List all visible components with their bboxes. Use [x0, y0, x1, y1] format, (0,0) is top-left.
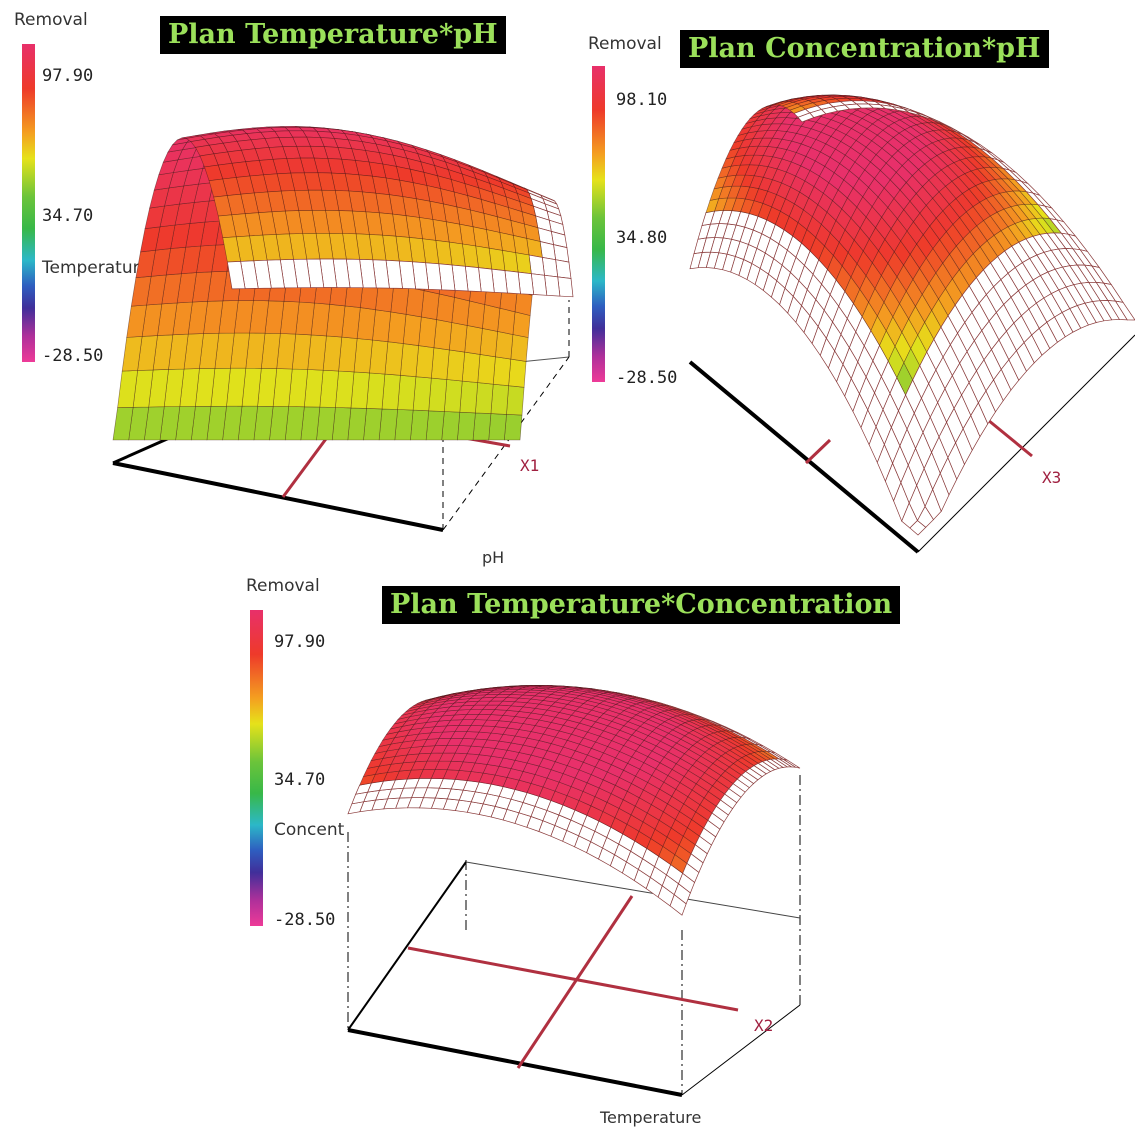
surface-cell	[226, 261, 246, 290]
surface-cell	[410, 409, 430, 441]
base-right-edge	[917, 334, 1135, 553]
base-crosshair-line	[407, 946, 739, 1012]
axis-tag-x2: X2	[754, 1016, 774, 1035]
surface-cell	[488, 413, 507, 441]
colorbar-caption: Removal	[246, 576, 320, 596]
surface-cell	[477, 354, 496, 385]
colorbar-caption: Removal	[14, 10, 88, 30]
surface-cell	[441, 411, 461, 441]
surface-mesh	[689, 94, 1135, 536]
surface-cell	[400, 343, 419, 378]
surface-cell	[510, 334, 529, 362]
surface-cell	[446, 349, 466, 382]
base-right-edge	[442, 356, 570, 531]
colorbar-tick-max: 98.10	[616, 90, 668, 110]
colorbar	[22, 44, 35, 362]
surface-cell	[436, 293, 455, 323]
surface-cell	[457, 411, 476, 441]
colorbar	[250, 610, 263, 926]
surface-plot	[688, 94, 1135, 554]
surface-cell	[420, 290, 440, 320]
surface-cell	[1114, 300, 1135, 321]
axis-label-left: Temperature	[42, 258, 150, 278]
surface-cell	[475, 382, 494, 414]
surface-cell	[402, 313, 422, 346]
surface-cell	[506, 385, 525, 416]
surface-cell	[428, 377, 448, 412]
colorbar-tick-min: -28.50	[274, 910, 336, 930]
base-left-edge	[347, 861, 467, 1031]
surface-cell	[459, 380, 479, 414]
surface-plot	[347, 684, 801, 1097]
surface-cell	[412, 376, 432, 412]
surface-cell	[555, 259, 572, 279]
surface-cell	[394, 409, 414, 441]
surface-cell	[472, 412, 492, 441]
surface-cell	[497, 307, 516, 335]
surface-cell	[466, 300, 486, 329]
surface-cell	[503, 414, 523, 441]
surface-cell	[512, 311, 531, 338]
surface-cell	[397, 374, 417, 411]
chart-temperature-ph: Removal 97.90 34.70 Temperature -28.50 P…	[0, 0, 580, 570]
colorbar	[592, 66, 605, 382]
base-front-edge	[112, 461, 444, 532]
colorbar-tick-max: 97.90	[42, 66, 94, 86]
chart-title: Plan Concentration*pH	[680, 30, 1049, 68]
surface-cell	[783, 759, 801, 769]
surface-mesh	[112, 126, 574, 441]
colorbar-tick-mid: 34.70	[274, 770, 326, 790]
surface-cell	[381, 373, 401, 410]
chart-temperature-concentration: Removal Plan Temperature*Concentration 9…	[230, 570, 910, 1128]
colorbar-tick-min: -28.50	[616, 368, 678, 388]
base-front-edge	[347, 1028, 683, 1097]
surface-cell	[418, 316, 437, 349]
chart-title: Plan Temperature*Concentration	[382, 586, 901, 624]
surface-cell	[433, 319, 453, 351]
colorbar-caption: Removal	[588, 34, 662, 54]
colorbar-tick-min: -28.50	[42, 346, 104, 366]
surface-plot	[112, 126, 574, 532]
surface-cell	[482, 304, 501, 332]
colorbar-tick-mid: 34.70	[42, 206, 94, 226]
surface-cell	[492, 356, 512, 387]
surface-cell	[443, 379, 463, 413]
surface-cell	[490, 383, 509, 415]
chart-concentration-ph: Removal 98.10 34.80 -28.50 Plan Concentr…	[580, 0, 1135, 570]
axis-tag-x1: X1	[520, 456, 540, 475]
surface-cell	[448, 322, 468, 353]
base-back-edge	[465, 861, 801, 919]
surface-mesh	[347, 684, 801, 916]
surface-cell	[430, 347, 450, 380]
colorbar-tick-max: 97.90	[274, 632, 326, 652]
axis-tag-x3: X3	[1042, 468, 1062, 487]
base-crosshair-line	[804, 438, 832, 465]
colorbar-tick-mid: 34.80	[616, 228, 668, 248]
base-crosshair-line	[516, 895, 634, 1069]
base-front-edge	[688, 360, 920, 554]
base-crosshair-line	[987, 418, 1033, 458]
surface-cell	[464, 325, 483, 355]
surface-cell	[378, 408, 398, 441]
surface-cell	[479, 328, 498, 358]
surface-cell	[508, 358, 527, 388]
surface-cell	[495, 331, 514, 360]
surface-cell	[557, 276, 574, 298]
surface-cell	[415, 345, 435, 379]
base-right-edge	[681, 1004, 801, 1096]
surface-cell	[425, 410, 445, 441]
axis-label-bottom: pH	[482, 548, 505, 567]
surface-cell	[451, 296, 470, 326]
axis-label-left: Concent	[274, 820, 345, 840]
axis-label-bottom: Temperature	[600, 1108, 702, 1127]
surface-cell	[461, 351, 481, 383]
chart-title: Plan Temperature*pH	[160, 16, 506, 54]
